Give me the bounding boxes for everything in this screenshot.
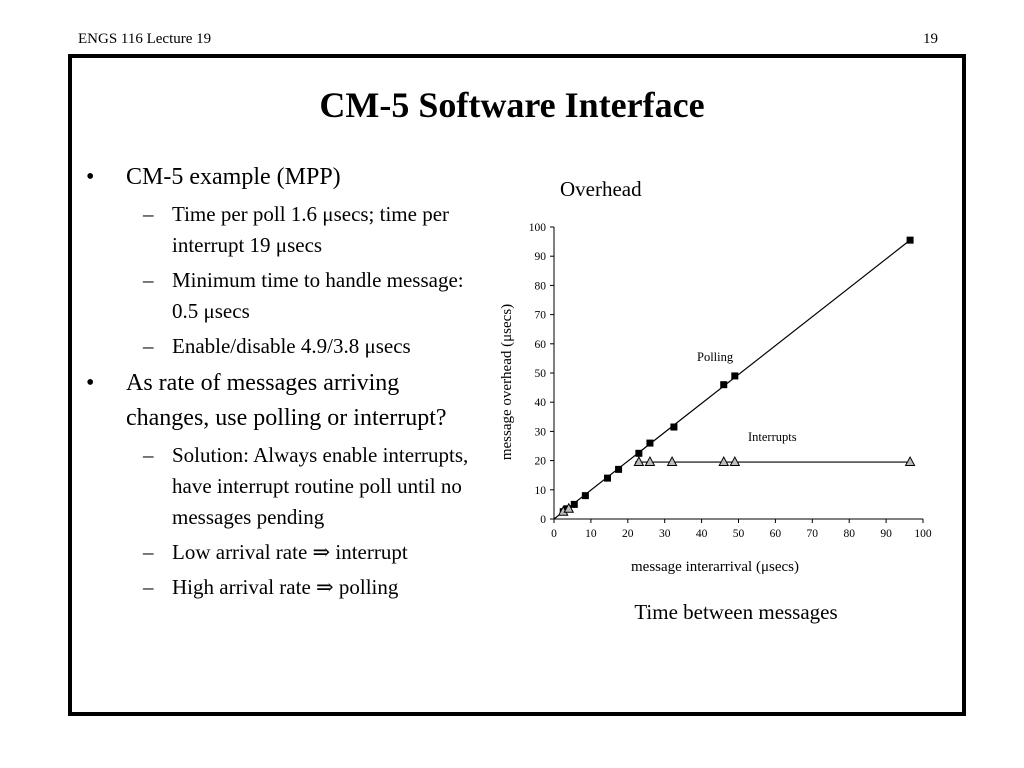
polling-point [581, 492, 589, 500]
subbullet-text: Solution: Always enable interrupts, have… [172, 443, 469, 529]
dash-marker: – [143, 575, 154, 599]
polling-point [731, 372, 739, 380]
x-tick-label: 30 [659, 528, 671, 540]
slide-number: 19 [923, 31, 938, 47]
y-tick-label: 60 [535, 339, 547, 351]
subbullet-text: Time per poll 1.6 μsecs; time per interr… [172, 202, 450, 257]
y-tick-label: 70 [535, 310, 547, 322]
polling-point [646, 439, 654, 447]
interrupts-point [633, 455, 645, 467]
x-tick-label: 60 [770, 528, 782, 540]
polling-point [570, 500, 578, 508]
interrupts-point [666, 455, 678, 467]
polling-point [670, 423, 678, 431]
y-tick-label: 90 [535, 251, 547, 263]
bullet-cm5-example: • CM-5 example (MPP) [86, 160, 486, 195]
dash-marker: – [143, 334, 154, 358]
subbullet-text: Enable/disable 4.9/3.8 μsecs [172, 334, 411, 358]
subbullet-solution: – Solution: Always enable interrupts, ha… [86, 440, 486, 533]
x-tick-label: 100 [914, 528, 932, 540]
polling-line [553, 239, 911, 520]
course-header: ENGS 116 Lecture 19 [78, 31, 212, 47]
bullet-message-rate: • As rate of messages arriving changes, … [86, 366, 486, 436]
chart-caption: Time between messages [634, 600, 837, 624]
y-tick-label: 40 [535, 397, 547, 409]
x-tick-label: 80 [843, 528, 855, 540]
y-tick-label: 80 [535, 280, 547, 292]
chart-title: Overhead [560, 177, 642, 201]
series-label-polling: Polling [697, 350, 734, 364]
bullet-marker: • [86, 164, 95, 190]
bullet-list: • CM-5 example (MPP) – Time per poll 1.6… [86, 160, 486, 607]
y-tick-label: 20 [535, 456, 547, 468]
series-label-interrupts: Interrupts [748, 430, 797, 444]
subbullet-poll-time: – Time per poll 1.6 μsecs; time per inte… [86, 199, 486, 261]
y-tick-label: 0 [540, 514, 546, 526]
subbullet-low-rate: – Low arrival rate ⇒ interrupt [86, 537, 486, 568]
x-axis-label: message interarrival (μsecs) [631, 559, 799, 575]
y-tick-label: 50 [535, 368, 547, 380]
x-tick-label: 40 [696, 528, 708, 540]
interrupts-point [729, 455, 741, 467]
x-tick-label: 70 [807, 528, 819, 540]
polling-point [615, 465, 623, 473]
dash-marker: – [143, 268, 154, 292]
bullet-text: CM-5 example (MPP) [126, 164, 341, 190]
subbullet-high-rate: – High arrival rate ⇒ polling [86, 572, 486, 603]
y-tick-label: 10 [535, 485, 547, 497]
interrupts-point [904, 455, 916, 467]
x-tick-label: 90 [880, 528, 892, 540]
x-tick-label: 0 [551, 528, 557, 540]
subbullet-text: High arrival rate ⇒ polling [172, 575, 399, 599]
bullet-text: As rate of messages arriving changes, us… [126, 370, 447, 431]
polling-point [906, 236, 914, 244]
subbullet-text: Low arrival rate ⇒ interrupt [172, 540, 408, 564]
y-axis-label: message overhead (μsecs) [499, 304, 515, 460]
slide-frame [68, 54, 966, 716]
subbullet-text: Minimum time to handle message: 0.5 μsec… [172, 268, 464, 323]
dash-marker: – [143, 202, 154, 226]
bullet-marker: • [86, 370, 95, 396]
polling-point [635, 449, 643, 457]
interrupts-point [718, 455, 730, 467]
x-tick-label: 50 [733, 528, 745, 540]
polling-point [720, 381, 728, 389]
x-tick-label: 20 [622, 528, 634, 540]
y-tick-label: 30 [535, 426, 547, 438]
polling-point [604, 474, 612, 482]
overhead-chart-svg: Overhead 0 10 20 30 40 50 60 70 80 90 100 0 10 20 30 40… [499, 177, 932, 624]
subbullet-min-time: – Minimum time to handle message: 0.5 μs… [86, 265, 486, 327]
overhead-chart: Overhead 0 10 20 30 40 50 60 70 80 90 100 0 10 20 30 40… [490, 170, 950, 640]
x-tick-label: 10 [585, 528, 597, 540]
slide-title: CM-5 Software Interface [319, 85, 705, 125]
interrupts-point [563, 502, 575, 513]
dash-marker: – [143, 443, 154, 467]
subbullet-enable-disable: – Enable/disable 4.9/3.8 μsecs [86, 331, 486, 362]
interrupts-point [644, 455, 656, 467]
dash-marker: – [143, 540, 154, 564]
y-tick-label: 100 [529, 222, 547, 234]
